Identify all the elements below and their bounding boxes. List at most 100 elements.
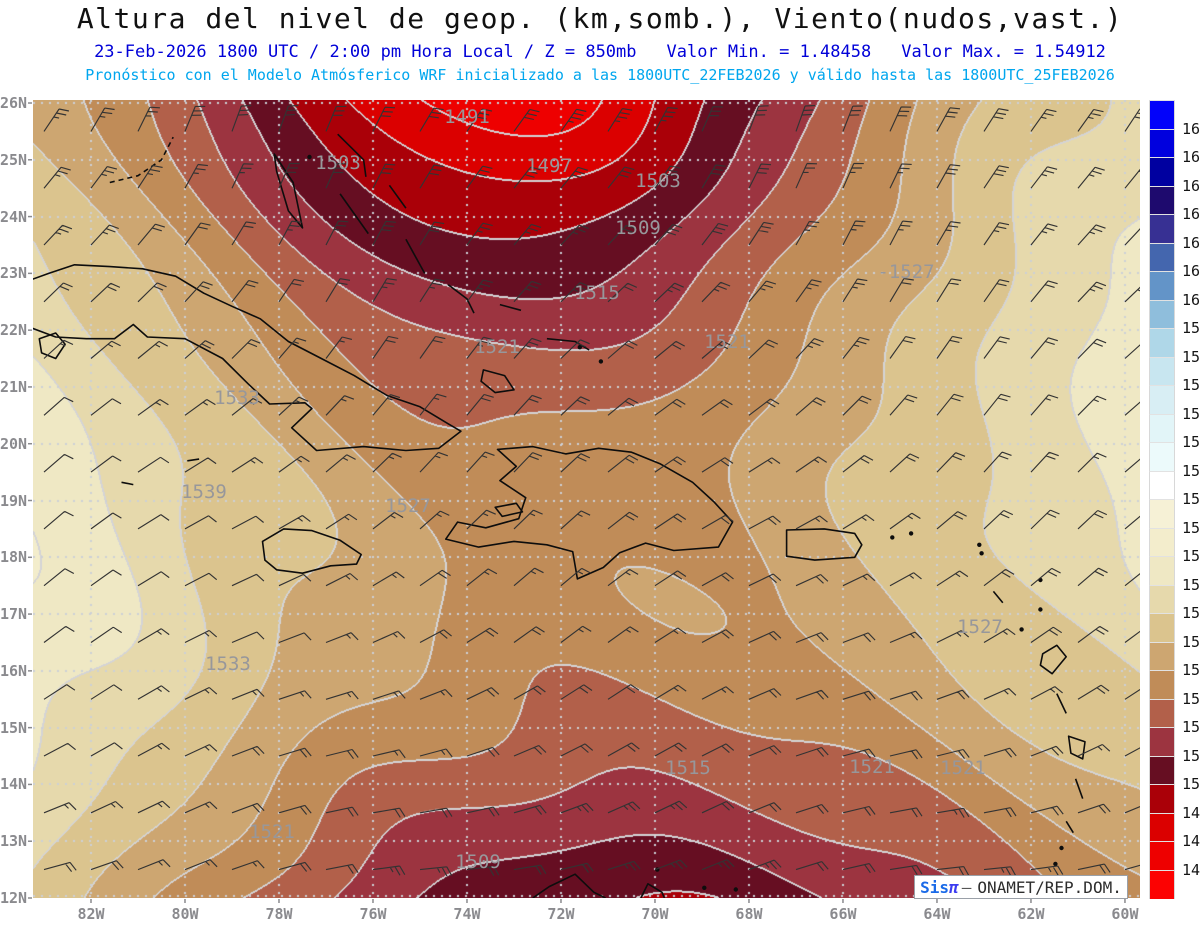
colorbar-segment — [1149, 556, 1175, 585]
colorbar-label: 1497 — [1182, 803, 1200, 822]
colorbar-segment — [1149, 841, 1175, 870]
colorbar-segment — [1149, 869, 1175, 899]
colorbar-label: 1587 — [1182, 376, 1200, 394]
contour-label: 1539 — [181, 481, 227, 503]
contour-label: 1503 — [635, 170, 681, 192]
colorbar-segment — [1149, 442, 1175, 471]
watermark-pi-icon: π — [949, 877, 959, 897]
lon-tick-label: 68W — [735, 905, 763, 923]
lon-tick-label: 66W — [829, 905, 857, 923]
contour-label: 1521 — [940, 757, 986, 779]
lat-tick-label: 26N — [0, 94, 28, 112]
colorbar-label: 1617 — [1182, 233, 1200, 252]
contour-label: 1533 — [205, 653, 251, 675]
colorbar-label: 1641 — [1182, 119, 1200, 138]
contour-label: 1527 — [957, 616, 1003, 638]
colorbar-segment — [1149, 185, 1175, 215]
colorbar-label: 1581 — [1182, 404, 1200, 423]
contour-label: 1509 — [615, 217, 661, 239]
colorbar-label: 1599 — [1182, 319, 1200, 337]
colorbar-label: 1515 — [1182, 718, 1200, 736]
contour-label: 1515 — [665, 757, 711, 779]
lat-tick-label: 23N — [0, 264, 28, 283]
lat-tick-label: 24N — [0, 207, 28, 226]
colorbar-label: 1611 — [1182, 262, 1200, 280]
header-datetime-row: 23-Feb-2026 1800 UTC / 2:00 pm Hora Loca… — [0, 42, 1200, 62]
contour-label: 1521 — [249, 821, 295, 843]
lon-tick-label: 74W — [453, 905, 481, 923]
watermark-separator: – — [961, 877, 972, 897]
colorbar-label: 1521 — [1182, 689, 1200, 708]
colorbar-label: 1575 — [1182, 433, 1200, 451]
colorbar-segment — [1149, 299, 1175, 329]
lat-tick-label: 21N — [0, 377, 28, 396]
lat-tick-label: 16N — [0, 661, 28, 680]
watermark-box: Sis π – ONAMET/REP.DOM. — [914, 875, 1128, 899]
colorbar-label: 1503 — [1182, 775, 1200, 793]
contour-label: 1509 — [455, 851, 501, 873]
lat-tick-label: 20N — [0, 434, 28, 453]
contour-label: 1533 — [214, 387, 260, 409]
colorbar-segment — [1149, 271, 1175, 300]
lat-tick-label: 14N — [0, 775, 28, 794]
colorbar-label: 1569 — [1182, 461, 1200, 480]
datetime-text: 23-Feb-2026 1800 UTC / 2:00 pm Hora Loca… — [94, 42, 637, 62]
lat-tick-label: 19N — [0, 491, 28, 510]
colorbar-segment — [1149, 527, 1175, 557]
contour-label: 1521 — [704, 331, 750, 353]
watermark-org: ONAMET/REP.DOM. — [977, 877, 1122, 897]
colorbar-segment — [1149, 214, 1175, 243]
colorbar-segment — [1149, 727, 1175, 756]
colorbar-segment — [1149, 328, 1175, 357]
contour-label: 1515 — [574, 282, 620, 304]
colorbar-label: 1629 — [1182, 176, 1200, 195]
valor-max-text: Valor Max. = 1.54912 — [901, 42, 1106, 62]
colorbar-label: 1545 — [1182, 575, 1200, 594]
lon-tick-label: 78W — [265, 905, 293, 923]
colorbar-label: 1557 — [1182, 518, 1200, 537]
lon-tick-label: 62W — [1017, 905, 1045, 923]
lat-tick-label: 15N — [0, 718, 28, 737]
colorbar-segment — [1149, 784, 1175, 813]
colorbar-segment — [1149, 499, 1175, 528]
contour-label: 1491 — [444, 106, 490, 128]
contour-label: 1521 — [849, 756, 895, 778]
lat-tick-label: 13N — [0, 832, 28, 851]
colorbar-segment — [1149, 157, 1175, 186]
colorbar-label: 1623 — [1182, 205, 1200, 223]
colorbar-label: 1563 — [1182, 490, 1200, 508]
lon-tick-label: 64W — [923, 905, 951, 923]
colorbar-label: 1593 — [1182, 347, 1200, 366]
colorbar-segment — [1149, 812, 1175, 842]
colorbar-label: 1485 — [1182, 860, 1200, 879]
colorbar-label: 1635 — [1182, 148, 1200, 166]
lon-tick-label: 72W — [547, 905, 575, 923]
contour-label: 1497 — [526, 155, 572, 177]
colorbar-segment — [1149, 698, 1175, 728]
colorbar-segment — [1149, 356, 1175, 386]
lon-tick-label: 60W — [1111, 905, 1139, 923]
contour-label: 1503 — [315, 152, 361, 174]
lat-tick-label: 22N — [0, 321, 28, 340]
colorbar-segment — [1149, 242, 1175, 272]
colorbar-segment — [1149, 128, 1175, 158]
colorbar-segment — [1149, 470, 1175, 500]
colorbar-segment — [1149, 584, 1175, 614]
colorbar-label: 1509 — [1182, 746, 1200, 765]
contour-label: 1527 — [385, 495, 431, 517]
contour-label: -1527 — [877, 261, 935, 283]
watermark-sis: Sis — [920, 877, 950, 897]
colorbar-segment — [1149, 755, 1175, 785]
lon-tick-label: 82W — [77, 905, 105, 923]
colorbar-segment — [1149, 100, 1175, 129]
colorbar-segment — [1149, 613, 1175, 642]
colorbar-segment — [1149, 385, 1175, 414]
lon-tick-label: 76W — [359, 905, 387, 923]
colorbar-segment — [1149, 670, 1175, 699]
forecast-line: Pronóstico con el Modelo Atmósferico WRF… — [85, 66, 1115, 84]
colorbar-label: 1533 — [1182, 632, 1200, 651]
lat-tick-label: 18N — [0, 548, 28, 567]
lon-tick-label: 80W — [171, 905, 199, 923]
lat-tick-label: 12N — [0, 889, 28, 907]
